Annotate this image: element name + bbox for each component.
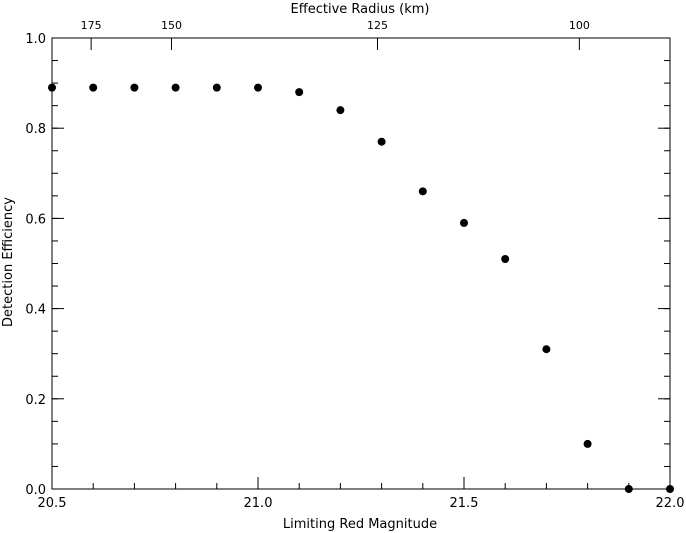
top-tick-label: 100 — [569, 19, 590, 32]
axis-ticks — [51, 37, 671, 490]
top-axis-title: Effective Radius (km) — [291, 2, 430, 17]
x-tick-label: 21.0 — [244, 496, 273, 511]
y-tick-label: 0.4 — [25, 303, 46, 318]
data-point — [666, 485, 674, 493]
y-tick-label: 0.6 — [25, 212, 46, 227]
data-point — [460, 218, 468, 227]
x-tick-label: 20.5 — [38, 496, 67, 511]
data-point — [583, 439, 592, 448]
data-point — [48, 83, 56, 92]
y-tick-label: 0.0 — [25, 483, 46, 498]
data-point — [377, 137, 386, 146]
data-points — [48, 83, 674, 493]
data-point — [542, 345, 551, 354]
x-tick-label: 22.0 — [656, 496, 685, 511]
y-tick-label: 0.8 — [25, 122, 46, 137]
top-tick-label: 125 — [367, 19, 388, 32]
plot-frame — [51, 37, 671, 490]
top-tick-label: 150 — [161, 19, 182, 32]
data-point — [624, 485, 633, 493]
y-axis-title: Detection Efficiency — [1, 197, 16, 327]
x-tick-label: 21.5 — [450, 496, 479, 511]
data-point — [501, 254, 510, 263]
data-point — [130, 83, 139, 92]
data-point — [295, 88, 304, 97]
data-point — [89, 83, 98, 92]
axes — [51, 37, 671, 490]
data-point — [254, 83, 262, 92]
data-point — [336, 106, 345, 115]
y-tick-label: 0.2 — [25, 393, 46, 408]
x-axis-title: Limiting Red Magnitude — [283, 517, 437, 532]
top-tick-label: 175 — [81, 19, 102, 32]
data-point — [171, 83, 180, 92]
y-tick-label: 1.0 — [25, 32, 46, 47]
tick-labels: 20.5 21.0 21.5 22.0 175 150 125 100 0.0 0.2 0.4 0.6… — [25, 19, 684, 511]
data-point — [212, 83, 221, 92]
data-point — [418, 187, 427, 196]
